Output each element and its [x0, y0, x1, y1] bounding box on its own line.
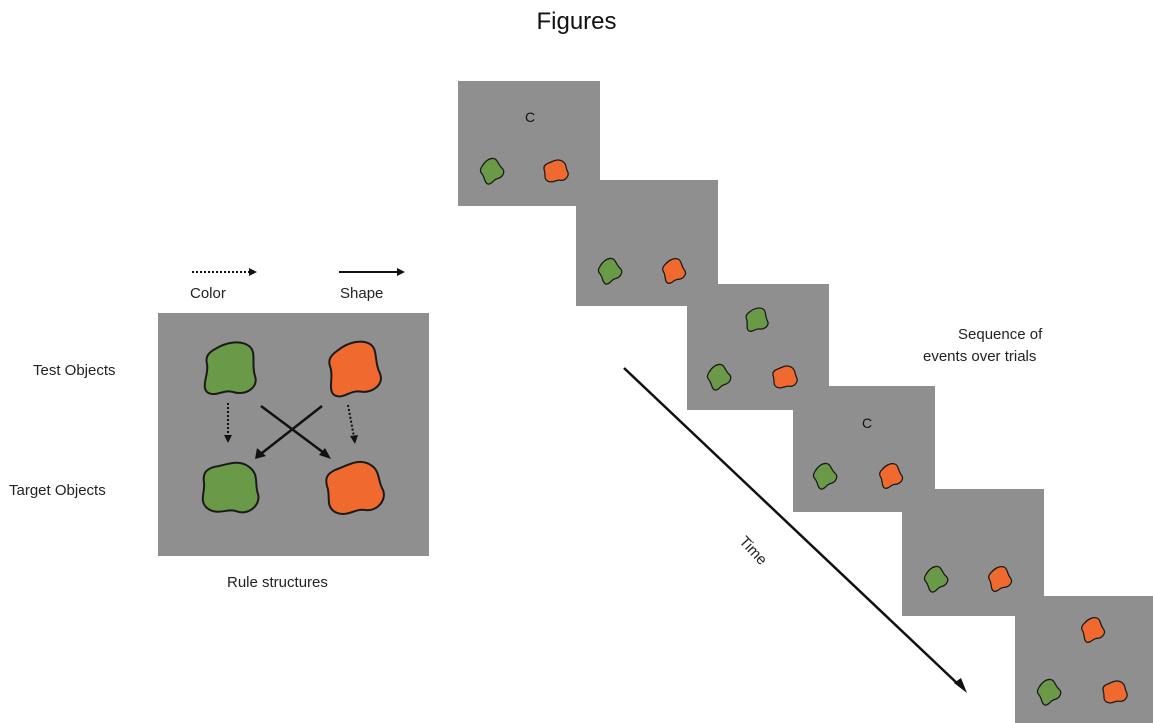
orange-stimulus: [876, 460, 905, 490]
rule-structures-panel: [158, 313, 429, 556]
page-title: Figures: [536, 8, 617, 35]
orange-stimulus: [772, 365, 798, 389]
target-objects-label: Target Objects: [9, 482, 106, 499]
orange-test-object: [324, 338, 384, 399]
green-stimulus: [594, 255, 625, 286]
orange-stimulus: [659, 255, 688, 285]
green-stimulus: [476, 155, 507, 186]
shape-rule-arrow-orange-to-green: [255, 405, 323, 459]
shape-rule-label: Shape: [340, 285, 384, 302]
orange-stimulus: [1102, 680, 1128, 704]
cue-letter: C: [525, 109, 536, 125]
green-stimulus: [1033, 676, 1064, 707]
orange-target-object: [325, 460, 385, 515]
rule-structures-caption: Rule structures: [227, 574, 328, 591]
shape-rule-legend-arrow: [339, 268, 405, 276]
rule-legend-graphics: [192, 268, 405, 276]
test-objects-label: Test Objects: [33, 362, 116, 379]
trial-panel-6: [1015, 596, 1153, 723]
time-label: Time: [735, 533, 771, 569]
sequence-caption-line2: events over trials: [923, 348, 1037, 365]
orange-stimulus: [543, 159, 569, 183]
green-stimulus: [809, 460, 840, 491]
green-stimulus: [920, 563, 951, 594]
orange-sample-stimulus: [1078, 614, 1107, 644]
color-rule-arrow-orange: [347, 404, 358, 444]
color-rule-legend-arrow: [192, 268, 257, 276]
green-sample-stimulus: [743, 306, 770, 333]
orange-stimulus: [985, 563, 1014, 593]
green-stimulus: [703, 361, 734, 392]
shape-rule-arrow-green-to-orange: [260, 404, 331, 459]
sequence-caption-line1: Sequence of: [958, 326, 1043, 343]
green-test-object: [203, 341, 257, 396]
color-rule-arrow-green: [224, 403, 232, 443]
color-rule-label: Color: [190, 285, 226, 302]
green-target-object: [197, 456, 265, 520]
